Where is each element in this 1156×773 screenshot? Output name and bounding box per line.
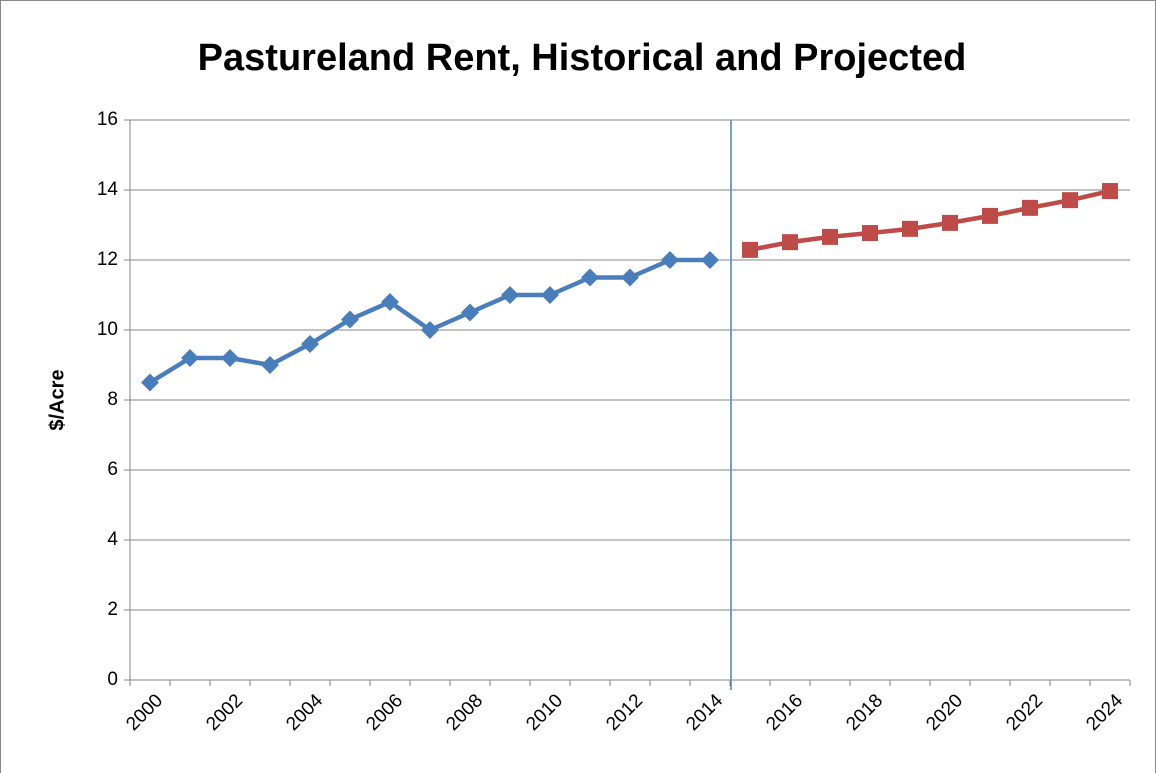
series-line: [749, 188, 1111, 253]
marker: [461, 303, 479, 322]
marker: [742, 241, 758, 258]
marker: [902, 220, 918, 237]
y-tick-label: 14: [97, 179, 119, 200]
marker: [261, 356, 279, 374]
y-tick-label: 12: [97, 249, 118, 270]
marker: [421, 321, 439, 339]
marker: [301, 335, 319, 353]
chart-title: Pastureland Rent, Historical and Project…: [198, 37, 967, 79]
y-tick-label: 16: [97, 109, 118, 130]
marker: [862, 225, 878, 242]
marker: [1022, 199, 1038, 216]
marker: [501, 286, 519, 304]
marker: [661, 251, 679, 269]
marker: [381, 293, 399, 311]
marker: [822, 228, 838, 245]
marker: [581, 268, 599, 287]
marker: [942, 214, 958, 231]
y-tick-label: 0: [107, 669, 118, 690]
marker: [181, 349, 199, 367]
marker: [541, 286, 559, 304]
y-tick-label: 2: [107, 599, 118, 620]
marker: [341, 310, 359, 329]
marker: [1062, 192, 1078, 209]
marker: [621, 268, 639, 287]
y-axis-label: $/Acre: [46, 369, 68, 430]
marker: [782, 234, 798, 251]
marker: [141, 373, 159, 392]
marker: [221, 349, 239, 367]
y-tick-label: 6: [107, 459, 118, 480]
marker: [982, 207, 998, 224]
y-tick-label: 8: [107, 389, 118, 410]
y-tick-label: 4: [107, 529, 118, 550]
marker: [701, 251, 719, 269]
marker: [1102, 183, 1118, 200]
y-tick-label: 10: [97, 319, 118, 340]
